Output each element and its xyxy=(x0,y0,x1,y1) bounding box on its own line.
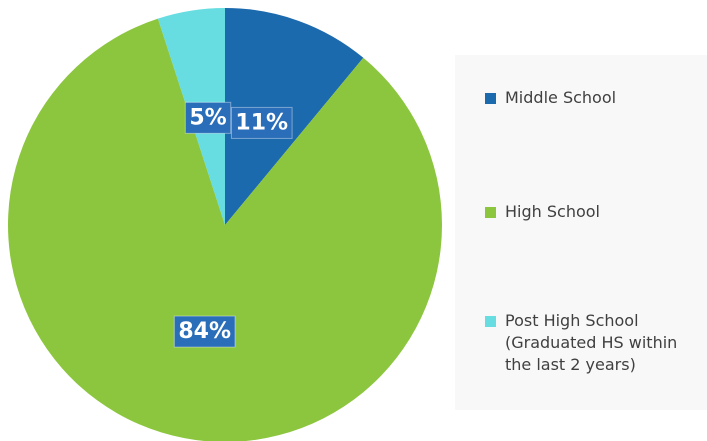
data-label-text: 84% xyxy=(178,319,231,344)
legend-swatch xyxy=(485,93,496,104)
legend-item: Middle School xyxy=(485,87,685,109)
legend-label: High School xyxy=(505,202,600,221)
legend-swatch xyxy=(485,207,496,218)
pie-slice xyxy=(8,18,442,441)
chart: 11% 84% 5% xyxy=(8,8,442,441)
data-label-box xyxy=(184,101,232,134)
pie-slice xyxy=(225,8,364,225)
data-label-box xyxy=(230,106,293,139)
legend-swatch xyxy=(485,316,496,327)
legend-item: High School xyxy=(485,201,685,223)
data-label: 84% xyxy=(173,315,236,348)
legend-label: Post High School (Graduated HS within th… xyxy=(505,311,678,374)
legend-label: Middle School xyxy=(505,88,617,107)
data-label: 11% xyxy=(230,106,293,139)
legend-item: Post High School (Graduated HS within th… xyxy=(485,310,685,376)
data-label-text: 11% xyxy=(235,110,288,135)
data-label-box xyxy=(173,315,236,348)
legend: Middle School High School Post High School… xyxy=(455,55,707,410)
data-label: 5% xyxy=(184,101,232,134)
data-label-text: 5% xyxy=(189,105,226,130)
